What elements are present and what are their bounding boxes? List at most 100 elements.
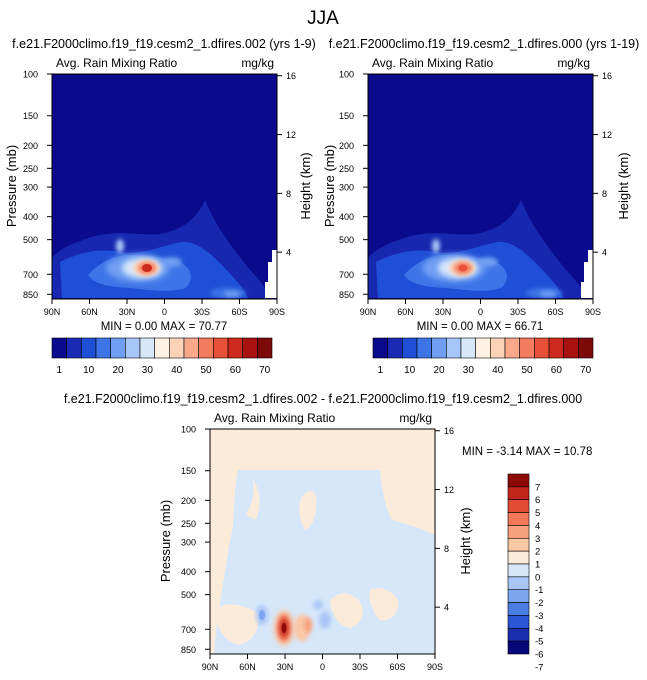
colorbar-swatch	[507, 512, 530, 526]
panel-3-units: mg/kg	[399, 411, 432, 425]
y-tick-label: 200	[339, 141, 354, 151]
y-right-tick-label: 16	[444, 426, 454, 436]
panel-3-minmax: MIN = -3.14 MAX = 10.78	[462, 446, 592, 458]
colorbar-label: 2	[535, 547, 540, 558]
x-tick-label: 60S	[389, 662, 405, 672]
colorbar-swatch	[507, 589, 530, 603]
panel-1-minmax: MIN = 0.00 MAX = 70.77	[101, 321, 228, 333]
colorbar-swatch	[387, 337, 403, 359]
colorbar-swatch	[548, 337, 564, 359]
panel-2-ylabel: Pressure (mb)	[322, 145, 337, 227]
x-tick-label: 30N	[119, 307, 136, 317]
colorbar-label: -2	[535, 598, 543, 609]
x-tick-label: 90S	[269, 307, 285, 317]
colorbar-swatch	[169, 337, 185, 359]
colorbar-swatch	[81, 337, 97, 359]
y-tick-label: 500	[181, 590, 196, 600]
colorbar-label: 4	[535, 521, 540, 532]
x-tick-label: 30S	[510, 307, 526, 317]
colorbar-label: 60	[230, 365, 242, 376]
colorbar-label: -4	[535, 624, 543, 635]
y-right-tick-label: 4	[602, 248, 607, 258]
colorbar-label: 70	[580, 365, 592, 376]
panel-1-left-label: Avg. Rain Mixing Ratio	[56, 56, 177, 70]
panel-1-axes: 90N 60N 30N 0 30S 60S 90S 100 150 200 250 300 400 500…	[23, 70, 296, 318]
panel-3-colorbar: 7 6 5 4 3 2 10 -1 -2 -3 -4 -5 -6-7	[507, 473, 543, 673]
x-tick-label: 60S	[547, 307, 563, 317]
colorbar-label: -1	[535, 585, 543, 596]
colorbar-swatch	[402, 337, 418, 359]
x-tick-label: 90S	[427, 662, 443, 672]
colorbar-swatch	[475, 337, 491, 359]
colorbar-label: 6	[535, 495, 540, 506]
x-tick-label: 60S	[231, 307, 247, 317]
panel-2-field	[368, 74, 593, 299]
y-tick-label: 850	[23, 290, 38, 300]
panel-1-title: f.e21.F2000climo.f19_f19.cesm2_1.dfires.…	[12, 37, 316, 51]
colorbar-swatch	[507, 576, 530, 591]
x-tick-label: 90N	[360, 307, 377, 317]
colorbar-swatch	[578, 337, 594, 359]
colorbar-swatch	[110, 337, 126, 359]
y-tick-label: 250	[181, 519, 196, 529]
y-tick-label: 250	[339, 164, 354, 174]
y-right-tick-label: 8	[602, 189, 607, 199]
colorbar-swatch	[507, 602, 530, 616]
y-right-tick-label: 12	[602, 130, 612, 140]
colorbar-swatch	[183, 337, 199, 359]
panel-1: f.e21.F2000climo.f19_f19.cesm2_1.dfires.…	[4, 37, 316, 376]
colorbar-swatch	[198, 337, 214, 359]
colorbar-label: 20	[112, 365, 124, 376]
y-tick-label: 700	[23, 270, 38, 280]
y-tick-label: 100	[23, 70, 38, 80]
colorbar-label: 60	[551, 365, 563, 376]
colorbar-swatch	[504, 337, 520, 359]
colorbar-swatch	[125, 337, 141, 359]
panel-3-field	[210, 429, 435, 654]
colorbar-swatch	[460, 337, 476, 359]
colorbar-label: 50	[200, 365, 212, 376]
y-tick-label: 200	[23, 141, 38, 151]
colorbar-swatch	[534, 337, 550, 359]
x-tick-label: 60N	[81, 307, 98, 317]
panel-1-field	[52, 74, 277, 299]
y-tick-label: 500	[339, 235, 354, 245]
colorbar-label: 1	[378, 365, 384, 376]
y-tick-label: 200	[181, 496, 196, 506]
colorbar-swatch	[227, 337, 243, 359]
x-tick-label: 0	[320, 662, 325, 672]
y-tick-label: 400	[23, 212, 38, 222]
x-tick-label: 30S	[194, 307, 210, 317]
colorbar-label: 7	[535, 482, 540, 493]
y-tick-label: 400	[339, 212, 354, 222]
colorbar-label: 40	[171, 365, 183, 376]
y-tick-label: 850	[339, 290, 354, 300]
panel-2-left-label: Avg. Rain Mixing Ratio	[372, 56, 493, 70]
colorbar-swatch	[416, 337, 432, 359]
figure-title: JJA	[307, 8, 339, 29]
colorbar-swatch	[372, 337, 388, 359]
x-tick-label: 0	[478, 307, 483, 317]
colorbar-swatch	[242, 337, 258, 359]
colorbar-label: 10	[83, 365, 95, 376]
colorbar-swatch	[446, 337, 462, 359]
colorbar-swatch	[507, 473, 530, 488]
x-tick-label: 0	[162, 307, 167, 317]
y-tick-label: 300	[23, 183, 38, 193]
panel-2-ylabel-right: Height (km)	[616, 152, 631, 219]
y-right-tick-label: 4	[286, 248, 291, 258]
colorbar-label: -7	[535, 662, 543, 673]
y-tick-label: 500	[23, 235, 38, 245]
y-tick-label: 300	[339, 183, 354, 193]
panel-1-ylabel: Pressure (mb)	[4, 145, 19, 227]
colorbar-swatch	[490, 337, 506, 359]
panel-3-ylabel: Pressure (mb)	[158, 500, 173, 582]
panel-2-units: mg/kg	[557, 56, 590, 70]
colorbar-label: 3	[535, 534, 540, 545]
colorbar-swatch	[154, 337, 170, 359]
panel-2-axes: 90N 60N 30N 0 30S 60S 90S 100 150 200 250 300 400 500…	[339, 70, 612, 318]
panel-2-minmax: MIN = 0.00 MAX = 66.71	[417, 321, 544, 333]
x-tick-label: 30S	[352, 662, 368, 672]
y-right-tick-label: 8	[444, 544, 449, 554]
